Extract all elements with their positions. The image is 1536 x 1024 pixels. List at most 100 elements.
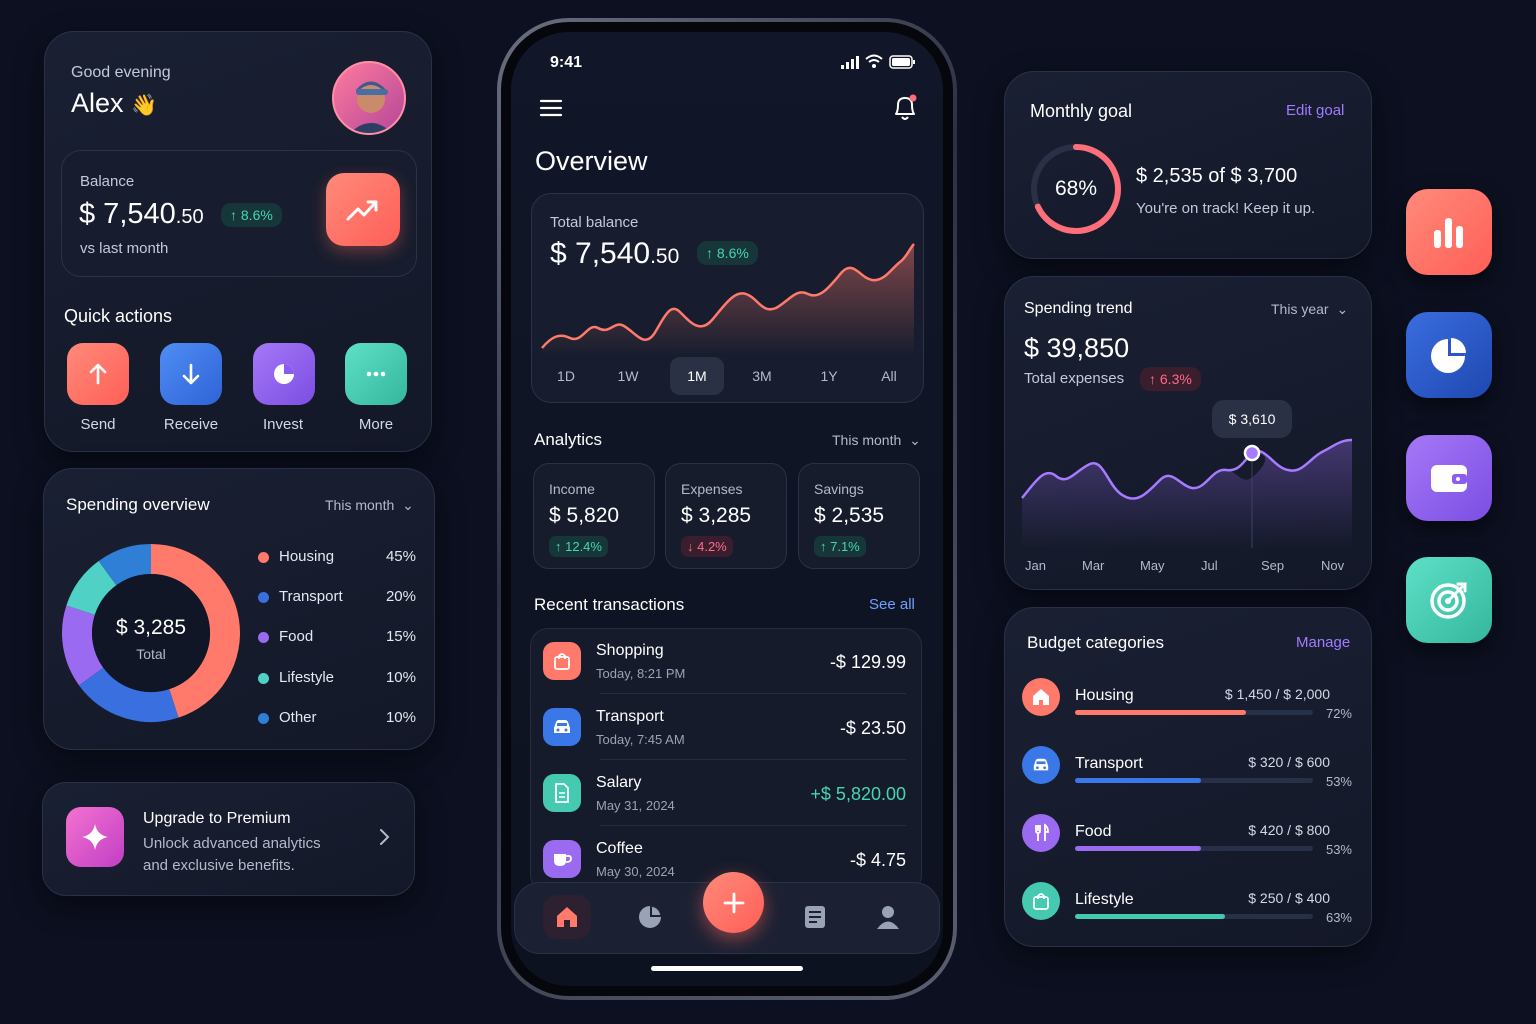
nav-document-icon[interactable] xyxy=(803,904,827,930)
budget-item-food[interactable]: Food $ 420 / $ 800 53% xyxy=(1022,812,1352,870)
budget-amount: $ 420 / $ 800 xyxy=(1248,822,1330,838)
trend-label: Total expenses xyxy=(1024,370,1125,387)
month-label: Jul xyxy=(1201,558,1218,573)
receive-button[interactable] xyxy=(160,343,222,405)
legend-percent: 20% xyxy=(385,588,416,605)
range-tab-1m[interactable]: 1M xyxy=(670,357,724,395)
trend-period-select[interactable]: This year ⌄ xyxy=(1271,301,1348,318)
goal-ring-progress xyxy=(1031,144,1121,234)
add-button[interactable] xyxy=(703,872,764,933)
invest-button[interactable] xyxy=(253,343,315,405)
trend-up-button[interactable] xyxy=(326,173,400,246)
expenses-stat-card[interactable]: Expenses $ 3,285 ↓ 4.2% xyxy=(665,463,787,569)
send-label: Send xyxy=(80,416,116,433)
utensils-icon xyxy=(1022,814,1060,852)
send-button[interactable] xyxy=(67,343,129,405)
spending-overview-title: Spending overview xyxy=(66,495,210,514)
budget-progress-fill xyxy=(1075,914,1225,919)
pie-chart-tile[interactable] xyxy=(1406,312,1492,398)
home-icon xyxy=(1022,678,1060,716)
balance-change-badge: ↑ 8.6% xyxy=(221,203,282,227)
target-tile[interactable] xyxy=(1406,557,1492,643)
divider xyxy=(600,759,906,760)
budget-progress-track xyxy=(1075,846,1313,851)
total-balance-change: ↑ 8.6% xyxy=(697,241,758,265)
nav-profile-icon[interactable] xyxy=(876,904,900,930)
goal-progress-ring xyxy=(1031,144,1121,234)
analytics-title: Analytics xyxy=(534,430,603,449)
budget-item-transport[interactable]: Transport $ 320 / $ 600 53% xyxy=(1022,744,1352,802)
user-name: Alex 👋 xyxy=(71,88,157,119)
transaction-row-shopping[interactable]: Shopping Today, 8:21 PM -$ 129.99 xyxy=(530,628,922,694)
range-tab-1w[interactable]: 1W xyxy=(617,368,639,384)
transaction-row-salary[interactable]: Salary May 31, 2024 +$ 5,820.00 xyxy=(530,760,922,826)
legend-item-food: Food 15% xyxy=(258,627,416,647)
budget-progress-fill xyxy=(1075,846,1202,851)
legend-item-other: Other 10% xyxy=(258,708,416,728)
see-all-link[interactable]: See all xyxy=(869,596,915,613)
month-label: Jan xyxy=(1025,558,1046,573)
status-time: 9:41 xyxy=(550,54,583,71)
range-tab-3m[interactable]: 3M xyxy=(752,368,772,384)
document-icon xyxy=(543,774,581,812)
premium-line-1: Unlock advanced analytics xyxy=(143,835,321,852)
analytics-period-select[interactable]: This month ⌄ xyxy=(832,432,921,449)
income-stat-card[interactable]: Income $ 5,820 ↑ 12.4% xyxy=(533,463,655,569)
transaction-row-transport[interactable]: Transport Today, 7:45 AM -$ 23.50 xyxy=(530,694,922,760)
nav-home-button[interactable] xyxy=(543,895,591,939)
budget-item-housing[interactable]: Housing $ 1,450 / $ 2,000 72% xyxy=(1022,676,1352,734)
transaction-name: Transport xyxy=(596,708,664,725)
goal-note: You're on track! Keep it up. xyxy=(1136,200,1316,217)
stat-change: ↓ 4.2% xyxy=(681,536,733,557)
edit-goal-link[interactable]: Edit goal xyxy=(1286,102,1345,119)
range-tab-1y[interactable]: 1Y xyxy=(820,368,838,384)
balance-line-chart xyxy=(541,243,915,356)
manage-link[interactable]: Manage xyxy=(1296,634,1351,651)
pie-chart-icon xyxy=(1431,338,1466,373)
transaction-row-coffee[interactable]: Coffee May 30, 2024 -$ 4.75 xyxy=(530,826,922,892)
total-balance-cents: .50 xyxy=(650,245,680,268)
trend-tooltip: $ 3,610 xyxy=(1212,400,1292,438)
target-icon xyxy=(1430,582,1467,619)
greeting-text: Good evening xyxy=(71,64,171,81)
premium-title: Upgrade to Premium xyxy=(143,810,291,827)
stat-label: Income xyxy=(549,481,595,497)
nav-analytics-pie-icon[interactable] xyxy=(637,904,663,930)
stat-value: $ 5,820 xyxy=(549,504,620,527)
transaction-amount: -$ 23.50 xyxy=(839,718,906,738)
spending-period-select[interactable]: This month ⌄ xyxy=(325,497,414,514)
more-button[interactable] xyxy=(345,343,407,405)
wallet-tile[interactable] xyxy=(1406,435,1492,521)
month-label: Sep xyxy=(1261,558,1285,573)
stat-value: $ 3,285 xyxy=(681,504,752,527)
legend-label: Housing xyxy=(279,548,335,565)
menu-icon[interactable] xyxy=(539,97,563,119)
legend-dot xyxy=(258,713,269,724)
transaction-name: Salary xyxy=(596,774,642,791)
bar-chart-tile[interactable] xyxy=(1406,189,1492,275)
transactions-list xyxy=(530,628,922,893)
legend-percent: 45% xyxy=(385,548,416,565)
legend-percent: 15% xyxy=(385,628,416,645)
donut-segment-transport xyxy=(79,667,179,722)
arrow-up-icon xyxy=(89,363,107,385)
avatar[interactable] xyxy=(332,61,406,135)
transaction-time: Today, 7:45 AM xyxy=(596,732,685,747)
range-tab-all[interactable]: All xyxy=(881,368,897,384)
bell-icon[interactable] xyxy=(891,93,919,123)
quick-actions-title: Quick actions xyxy=(64,306,173,326)
donut-segment-lifestyle xyxy=(66,561,117,616)
budget-amount: $ 1,450 / $ 2,000 xyxy=(1224,686,1330,702)
range-tab-1d[interactable]: 1D xyxy=(557,368,575,384)
spending-trend-chart xyxy=(1021,438,1353,548)
legend-dot xyxy=(258,592,269,603)
budget-item-lifestyle[interactable]: Lifestyle $ 250 / $ 400 63% xyxy=(1022,880,1352,938)
savings-stat-card[interactable]: Savings $ 2,535 ↑ 7.1% xyxy=(798,463,920,569)
bag-icon xyxy=(1022,882,1060,920)
balance-value: $ 7,540.50 xyxy=(79,198,204,231)
battery-icon xyxy=(889,55,915,69)
legend-dot xyxy=(258,552,269,563)
chevron-right-icon xyxy=(380,829,390,845)
stat-value: $ 2,535 xyxy=(814,504,885,527)
spending-trend-title: Spending trend xyxy=(1024,300,1133,317)
